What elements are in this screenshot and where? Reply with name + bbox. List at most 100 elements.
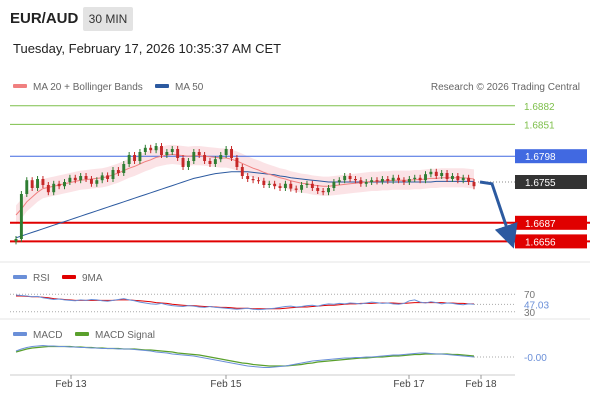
candle-body xyxy=(434,171,438,176)
level-label: 1.6798 xyxy=(525,152,556,163)
time-tick-label: Feb 17 xyxy=(393,379,425,390)
candle-body xyxy=(30,180,34,188)
candle-body xyxy=(68,177,72,182)
candle-body xyxy=(89,179,93,184)
time-tick-label: Feb 18 xyxy=(465,379,497,390)
candle-body xyxy=(106,175,110,179)
chart-datetime: Tuesday, February 17, 2026 10:35:37 AM C… xyxy=(13,41,282,56)
level-price-tag xyxy=(515,149,587,164)
chart-header: EUR/AUD 30 MIN xyxy=(0,0,590,36)
bollinger-band xyxy=(16,144,474,225)
level-label: 1.6882 xyxy=(524,102,555,113)
rsi-ma-legend-swatch xyxy=(62,275,76,279)
candle-body xyxy=(278,186,282,188)
candle-body xyxy=(138,152,142,161)
macd-panel: -0.00 xyxy=(15,344,547,368)
candle-body xyxy=(273,183,277,187)
candle-body xyxy=(316,188,320,191)
candle-body xyxy=(57,183,61,187)
candle-body xyxy=(386,179,390,181)
level-price-tag xyxy=(515,234,587,249)
candle-body xyxy=(213,159,217,164)
candle-body xyxy=(36,179,40,188)
time-tick-label: Feb 15 xyxy=(210,379,242,390)
candle-body xyxy=(310,183,314,188)
candle-body xyxy=(364,182,368,184)
candle-body xyxy=(445,173,449,179)
candle-body xyxy=(456,176,460,181)
candle-body xyxy=(370,180,374,182)
candle-body xyxy=(224,149,228,155)
candle-body xyxy=(267,183,271,185)
candle-body xyxy=(41,179,45,185)
ma50-legend-swatch xyxy=(155,84,169,88)
candle-body xyxy=(170,149,174,152)
level-label: 1.6755 xyxy=(525,178,556,189)
candle-body xyxy=(176,149,180,158)
candle-body xyxy=(14,239,18,242)
time-tick-label: Feb 13 xyxy=(55,379,87,390)
candle-body xyxy=(116,170,120,173)
forecast-arrow xyxy=(479,180,518,249)
candle-body xyxy=(160,146,163,155)
ma20-legend-swatch xyxy=(13,84,27,88)
candle-body xyxy=(257,180,260,182)
rsi-level-label: 70 xyxy=(524,290,536,301)
candle-body xyxy=(348,176,352,179)
candle-body xyxy=(289,183,293,189)
candle-body xyxy=(73,177,77,181)
level-price-tag xyxy=(515,215,587,230)
level-label: 1.6687 xyxy=(525,219,556,230)
candle-body xyxy=(461,177,465,181)
candle-body xyxy=(327,188,330,193)
timeframe-button[interactable]: 30 MIN xyxy=(83,7,133,31)
candle-body xyxy=(332,182,336,188)
macd-legend: MACD MACD Signal xyxy=(13,330,155,341)
candle-body xyxy=(375,180,379,182)
level-label: 1.6851 xyxy=(524,120,555,131)
candle-body xyxy=(450,176,454,179)
candle-body xyxy=(262,180,266,185)
candle-body xyxy=(251,179,255,181)
candle-body xyxy=(219,155,223,160)
candle-body xyxy=(127,155,131,164)
candle-body xyxy=(472,182,476,187)
candle-body xyxy=(52,183,56,193)
macd-legend-label: MACD xyxy=(33,330,62,341)
candle-body xyxy=(467,177,471,182)
rsi-line xyxy=(15,294,475,311)
candle-body xyxy=(402,180,406,182)
candle-body xyxy=(353,179,357,181)
candle-body xyxy=(143,147,147,152)
rsi-current-label: 47.03 xyxy=(524,300,549,311)
candle-body xyxy=(300,185,304,190)
time-axis: Feb 13 Feb 15 Feb 17 Feb 18 xyxy=(55,375,497,390)
candle-body xyxy=(418,177,422,181)
candle-body xyxy=(305,183,309,185)
candle-body xyxy=(283,183,287,188)
macd-current-label: -0.00 xyxy=(524,353,547,364)
candle-body xyxy=(197,152,201,155)
ma50-legend-label: MA 50 xyxy=(175,82,204,93)
candle-body xyxy=(208,161,212,164)
ma50-line xyxy=(15,171,474,239)
macd-signal-legend-label: MACD Signal xyxy=(95,330,155,341)
macd-legend-swatch xyxy=(13,332,27,336)
currency-pair-title: EUR/AUD xyxy=(10,10,79,27)
candle-body xyxy=(359,180,363,184)
candle-body xyxy=(424,174,427,181)
candle-body xyxy=(122,164,126,173)
candle-body xyxy=(407,179,411,182)
candle-body xyxy=(397,177,401,181)
rsi-level-label: 30 xyxy=(524,308,536,319)
candle-body xyxy=(380,179,384,182)
rsi-legend-label: RSI xyxy=(33,273,50,284)
macd-signal-line xyxy=(15,345,475,367)
candle-body xyxy=(111,170,115,179)
candle-body xyxy=(84,176,88,179)
candle-body xyxy=(165,152,169,155)
macd-signal-legend-swatch xyxy=(75,332,89,336)
candle-body xyxy=(149,147,153,151)
candle-body xyxy=(46,185,50,193)
